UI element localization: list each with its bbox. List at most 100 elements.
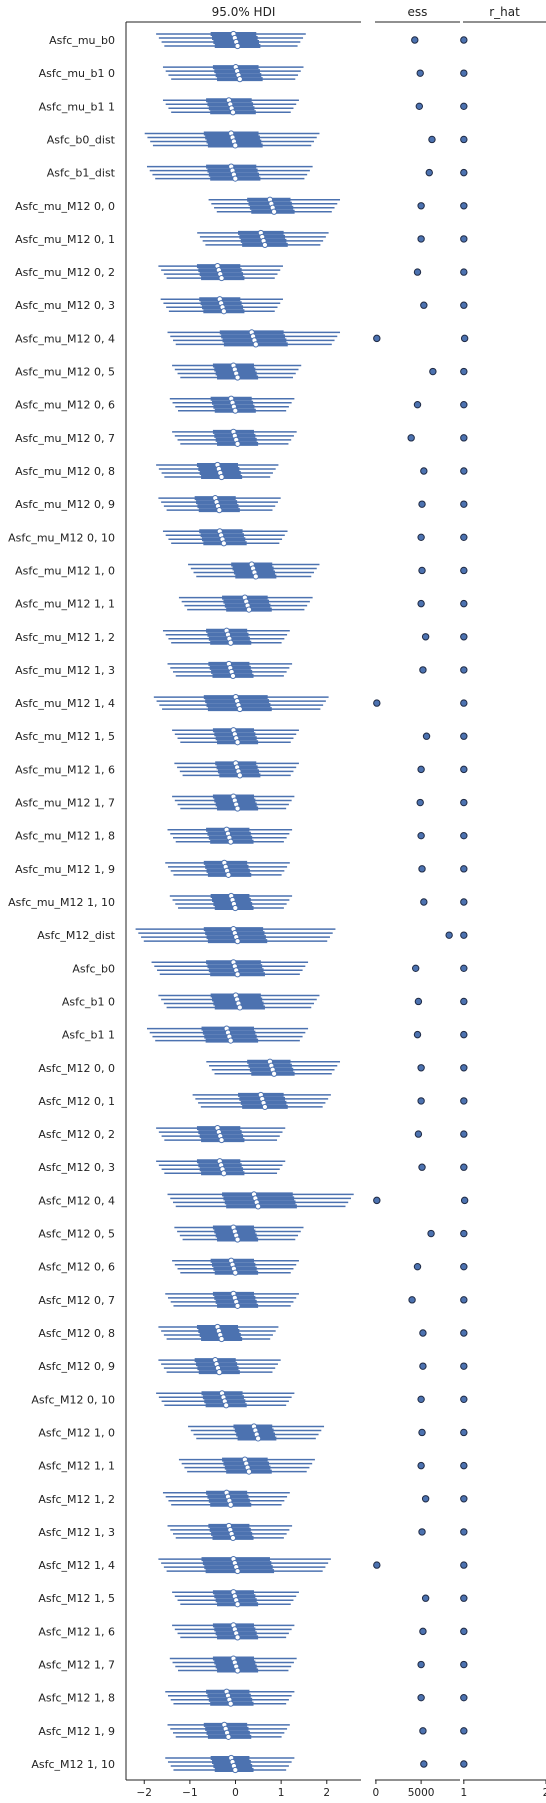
rhat-point	[460, 135, 468, 144]
row-label: Asfc_mu_b1 0	[39, 67, 115, 80]
ess-point	[414, 997, 423, 1006]
mean-point	[236, 1004, 243, 1011]
row-label: Asfc_M12 1, 9	[38, 1725, 115, 1738]
row-label: Asfc_M12 0, 4	[38, 1194, 115, 1207]
mean-point	[218, 1136, 225, 1144]
row-label: Asfc_b1 1	[62, 1029, 115, 1042]
rhat-point	[460, 699, 468, 707]
row-label: Asfc_M12 1, 2	[38, 1493, 115, 1506]
mean-point	[234, 805, 241, 812]
rhat-point	[460, 1163, 468, 1171]
rhat-point	[460, 1395, 468, 1404]
rhat-point	[460, 865, 468, 873]
ess-point	[419, 666, 427, 674]
x-tick-label: 1	[460, 1787, 467, 1799]
mean-point	[229, 672, 237, 680]
mean-point	[234, 1634, 241, 1641]
rhat-point	[460, 1196, 469, 1205]
mean-point	[227, 1037, 234, 1044]
rhat-point	[460, 467, 468, 475]
ess-point	[417, 235, 425, 243]
ess-point	[413, 268, 422, 276]
row-label: Asfc_mu_M12 0, 1	[15, 233, 115, 246]
ess-point	[418, 865, 426, 873]
ess-point	[417, 765, 425, 774]
rhat-point	[460, 997, 468, 1006]
row-label: Asfc_mu_M12 0, 4	[15, 332, 115, 345]
mean-point	[225, 871, 232, 878]
rhat-point	[460, 500, 468, 508]
x-tick-label: 0	[232, 1787, 239, 1799]
row-label: Asfc_M12 0, 6	[38, 1261, 115, 1274]
mean-point	[232, 1766, 239, 1774]
row-label: Asfc_M12 0, 1	[38, 1095, 115, 1108]
mean-point	[255, 1435, 262, 1442]
row-label: Asfc_mu_M12 1, 0	[15, 564, 115, 577]
panel-title: ess	[408, 5, 428, 19]
mean-point	[270, 208, 278, 215]
ess-point	[373, 1561, 381, 1569]
row-label: Asfc_M12 1, 10	[31, 1758, 115, 1771]
mean-point	[234, 1601, 241, 1608]
ess-point	[413, 1030, 422, 1039]
rhat-point	[460, 1693, 468, 1702]
row-label: Asfc_mu_b1 1	[39, 100, 115, 113]
mean-point	[227, 639, 234, 646]
mean-point	[220, 540, 227, 547]
ess-point	[373, 1196, 381, 1205]
rhat-point	[460, 1130, 468, 1138]
ess-point	[417, 1064, 425, 1072]
mean-point	[234, 938, 241, 945]
ess-point	[418, 1428, 426, 1437]
x-tick-label: 0	[373, 1787, 380, 1799]
ess-point	[421, 1594, 430, 1602]
row-label: Asfc_M12 1, 5	[38, 1592, 115, 1605]
ess-point	[418, 566, 426, 575]
row-label: Asfc_M12 0, 5	[38, 1228, 115, 1241]
row-label: Asfc_M12 1, 0	[38, 1426, 115, 1439]
row-label: Asfc_mu_M12 0, 3	[15, 299, 115, 312]
rhat-point	[460, 599, 468, 608]
ess-point	[411, 964, 420, 973]
row-label: Asfc_mu_M12 1, 4	[15, 697, 115, 710]
row-label: Asfc_M12 0, 7	[38, 1294, 115, 1307]
ess-point	[420, 1760, 428, 1768]
x-tick-label: 5000	[408, 1787, 435, 1799]
mean-point	[234, 1236, 241, 1243]
mean-point	[234, 971, 241, 978]
x-tick-label: −2	[137, 1787, 152, 1799]
rhat-point	[460, 434, 468, 442]
mean-point	[236, 76, 243, 83]
row-label: Asfc_mu_M12 0, 5	[15, 366, 115, 379]
row-label: Asfc_b0	[72, 962, 115, 975]
x-tick-label: 2	[323, 1787, 330, 1799]
mean-point	[232, 175, 239, 182]
row-label: Asfc_M12 1, 8	[38, 1692, 115, 1705]
ess-point	[419, 1329, 427, 1337]
ess-point	[420, 301, 428, 309]
row-label: Asfc_b1 0	[62, 995, 115, 1008]
ess-point	[417, 202, 425, 210]
row-label: Asfc_mu_M12 0, 0	[15, 200, 115, 213]
rhat-point	[460, 931, 468, 939]
rhat-point	[460, 1030, 468, 1039]
row-label: Asfc_M12 0, 9	[38, 1360, 115, 1373]
rhat-point	[460, 202, 468, 210]
mean-point	[227, 1501, 234, 1508]
row-label: Asfc_mu_M12 1, 8	[15, 830, 115, 843]
ess-point	[417, 1693, 425, 1702]
x-tick-label: −1	[182, 1787, 197, 1799]
row-labels: Asfc_mu_b0 Asfc_mu_b1 0 Asfc_mu_b1 1 Asfc_b…	[8, 34, 116, 1771]
ess-point	[425, 168, 433, 177]
row-label: Asfc_mu_M12 1, 9	[15, 863, 115, 876]
rhat-point	[460, 1561, 468, 1569]
rhat-point	[460, 633, 468, 641]
ess-point	[416, 69, 424, 77]
rhat-point	[460, 235, 468, 243]
mean-point	[232, 1269, 239, 1276]
row-label: Asfc_mu_b0	[49, 34, 115, 47]
mean-point	[218, 274, 225, 282]
rhat-point	[460, 69, 468, 77]
row-label: Asfc_mu_M12 1, 6	[15, 763, 115, 776]
